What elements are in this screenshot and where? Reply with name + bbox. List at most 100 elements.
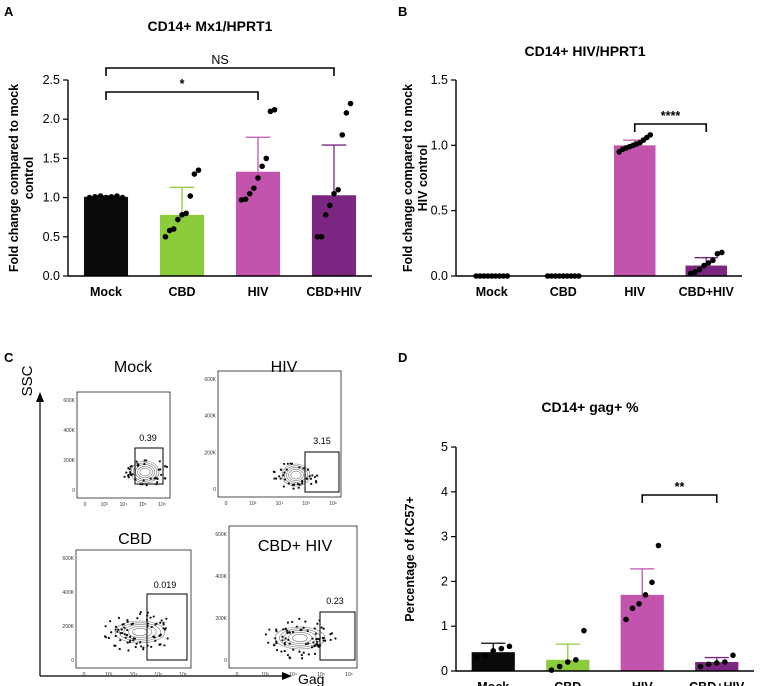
- panel-label-a: A: [4, 4, 14, 19]
- y-tick-label: 0.5: [431, 204, 448, 218]
- data-point: [556, 663, 563, 670]
- data-point: [623, 616, 629, 623]
- event-dot: [282, 628, 285, 631]
- flow-y-tick: 600K: [215, 532, 227, 538]
- data-point: [119, 194, 126, 201]
- x-tick-label: CBD: [554, 680, 581, 686]
- data-point: [322, 212, 329, 218]
- event-dot: [278, 475, 281, 478]
- data-point: [730, 652, 736, 659]
- event-dot: [283, 643, 287, 646]
- event-dot: [272, 644, 276, 647]
- event-dot: [114, 634, 117, 638]
- event-dot: [290, 462, 294, 465]
- event-dot: [274, 637, 277, 640]
- flow-y-tick: 400K: [62, 590, 74, 596]
- event-dot: [306, 468, 310, 471]
- contour-ring: [281, 463, 311, 487]
- data-point: [696, 266, 703, 273]
- flow-plot-frame: [76, 391, 171, 499]
- flow-x-tick: 10³: [105, 672, 113, 678]
- data-point: [255, 175, 261, 181]
- event-dot: [287, 631, 290, 634]
- event-dot: [302, 651, 305, 654]
- data-point: [318, 234, 325, 240]
- event-dot: [152, 615, 155, 618]
- x-tick-label: Mock: [476, 285, 508, 299]
- event-dot: [306, 629, 309, 633]
- event-dot: [304, 643, 308, 646]
- event-dot: [153, 477, 156, 480]
- flow-x-tick: 10⁴: [289, 672, 297, 678]
- event-dot: [145, 484, 148, 487]
- event-dot: [281, 635, 284, 638]
- event-dot: [279, 468, 283, 471]
- event-dot: [118, 647, 121, 651]
- data-point: [710, 257, 716, 264]
- event-dot: [103, 635, 107, 638]
- event-dot: [283, 478, 287, 481]
- event-dot: [292, 631, 295, 634]
- event-dot: [323, 639, 327, 642]
- event-dot: [285, 468, 288, 471]
- event-dot: [128, 641, 132, 644]
- contour-ring: [292, 633, 308, 643]
- flow-x-tick: 10⁴: [276, 501, 284, 507]
- x-tick-label: CBD+HIV: [306, 285, 362, 299]
- data-point: [271, 106, 278, 113]
- event-dot: [264, 633, 268, 636]
- data-point: [697, 663, 704, 670]
- flow-x-tick: 10³: [261, 672, 269, 678]
- event-dot: [275, 642, 278, 645]
- event-dot: [119, 632, 122, 635]
- y-tick-label: 1: [441, 619, 448, 633]
- flow-y-tick: 200K: [62, 624, 74, 630]
- gate-box: [319, 611, 356, 661]
- event-dot: [273, 477, 276, 480]
- event-dot: [322, 627, 325, 630]
- event-dot: [275, 648, 279, 652]
- data-point: [195, 167, 202, 173]
- event-dot: [165, 465, 169, 468]
- event-dot: [132, 637, 135, 640]
- event-dot: [134, 645, 137, 649]
- event-dot: [286, 462, 289, 465]
- flow-cytometry-panel: SSC Gag Mock 600K 400K 200K 0 0 10³ 10⁴ 10⁵ 10⁶ 0.…: [19, 359, 358, 686]
- data-point: [701, 262, 707, 269]
- event-dot: [116, 630, 119, 633]
- event-dot: [315, 637, 318, 641]
- event-dot: [107, 636, 110, 640]
- event-dot: [126, 620, 129, 623]
- flow-x-tick: 10⁵: [317, 672, 325, 678]
- chart-a: CD14+ Mx1/HPRT1 Fold change compared to m…: [7, 18, 372, 299]
- event-dot: [114, 644, 117, 647]
- data-point: [162, 234, 169, 240]
- y-tick-label: 2.0: [43, 112, 60, 126]
- event-dot: [160, 619, 163, 622]
- event-dot: [158, 643, 161, 646]
- y-tick-label: 1.5: [431, 73, 448, 87]
- event-dot: [154, 639, 157, 642]
- chart-title: CD14+ gag+ %: [541, 399, 639, 415]
- flow-x-tick: 10³: [249, 501, 257, 507]
- contour-ring: [290, 470, 302, 480]
- event-dot: [268, 628, 271, 631]
- panel-label-b: B: [398, 4, 407, 19]
- event-dot: [123, 626, 126, 629]
- flow-y-tick: 600K: [204, 377, 216, 383]
- contour-ring: [279, 628, 321, 648]
- event-dot: [302, 467, 305, 470]
- contour-ring: [119, 622, 161, 642]
- event-dot: [162, 621, 165, 624]
- event-dot: [136, 462, 139, 466]
- y-tick-label: 1.0: [43, 191, 60, 205]
- x-tick-label: HIV: [248, 285, 270, 299]
- bar-mock: [471, 652, 515, 671]
- data-point: [642, 592, 649, 598]
- flow-x-tick: 10⁴: [120, 502, 128, 508]
- event-dot: [309, 477, 313, 480]
- x-tick-label: CBD+HIV: [689, 680, 745, 686]
- event-dot: [308, 475, 311, 478]
- event-dot: [297, 486, 300, 489]
